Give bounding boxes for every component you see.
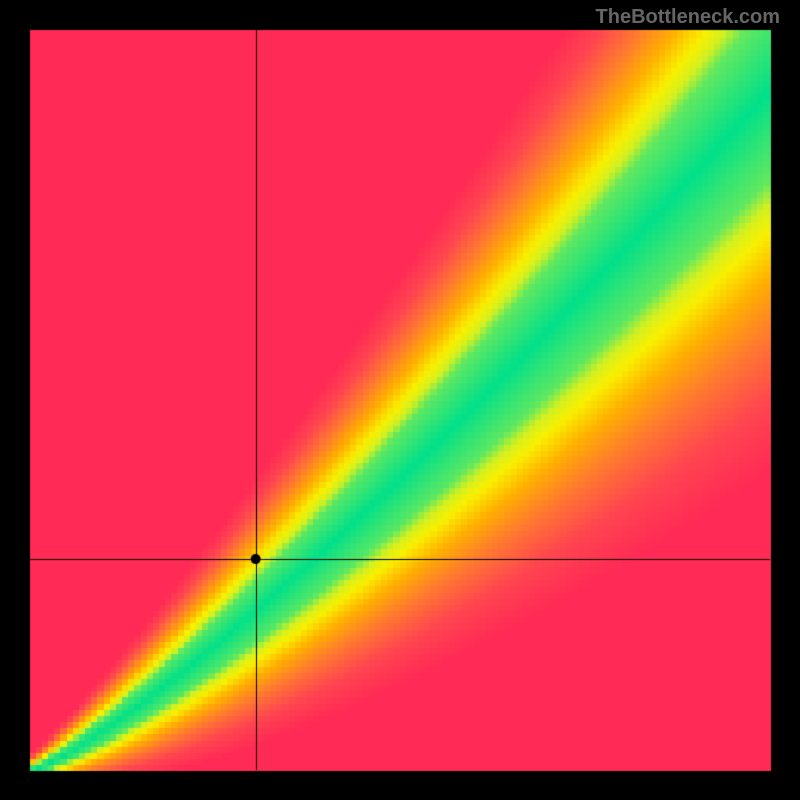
chart-container: TheBottleneck.com: [0, 0, 800, 800]
watermark-text: TheBottleneck.com: [596, 6, 780, 29]
bottleneck-heatmap: [0, 0, 800, 800]
